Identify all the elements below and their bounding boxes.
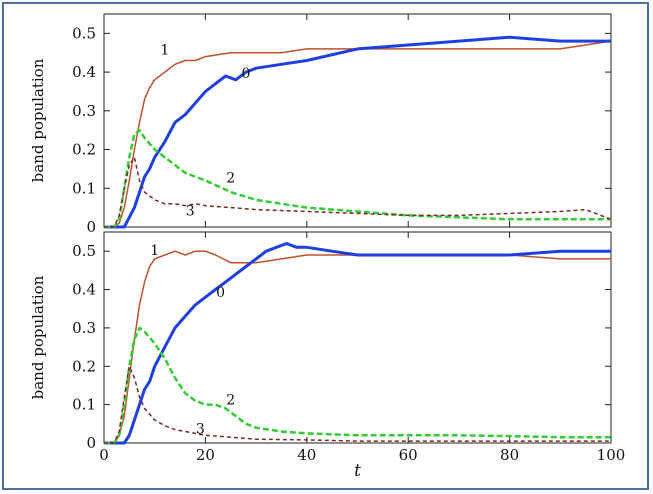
x-tick-label: 40 — [297, 446, 316, 464]
figure-frame — [2, 2, 649, 490]
y-tick-label: 0.1 — [72, 179, 96, 197]
plot-area — [103, 231, 612, 444]
curve-label-3: 3 — [196, 421, 205, 437]
series-line-1 — [104, 40, 612, 228]
y-tick-label: 0.5 — [72, 242, 96, 260]
y-tick-label: 0.4 — [72, 63, 96, 81]
curve-label-3: 3 — [186, 203, 195, 219]
y-tick-label: 0.5 — [72, 24, 96, 42]
curve-label-2: 2 — [226, 393, 235, 409]
curve-label-0: 0 — [241, 66, 250, 82]
curve-label-0: 0 — [216, 285, 225, 301]
y-tick-label: 0.1 — [72, 396, 96, 414]
x-tick-label: 80 — [500, 446, 519, 464]
series-line-2 — [104, 128, 611, 229]
y-axis-label: band population — [29, 58, 47, 182]
series-line-0 — [104, 35, 611, 229]
y-axis-label: band population — [29, 275, 47, 399]
y-tick-label: 0 — [86, 218, 96, 236]
x-tick-label: 100 — [597, 446, 626, 464]
series-line-0 — [104, 242, 611, 445]
series-line-2 — [104, 326, 611, 445]
curve-label-1: 1 — [150, 243, 159, 259]
y-tick-label: 0.3 — [72, 102, 96, 120]
x-tick-label: 60 — [399, 446, 418, 464]
x-tick-label: 0 — [99, 446, 109, 464]
plot-area — [103, 13, 612, 228]
y-tick-label: 0.3 — [72, 319, 96, 337]
x-tick-label: 20 — [196, 446, 215, 464]
y-tick-label: 0.2 — [72, 357, 96, 375]
series-line-1 — [104, 250, 611, 444]
curve-label-2: 2 — [226, 170, 235, 186]
x-axis-label: t — [354, 461, 361, 481]
series-line-3 — [104, 365, 611, 444]
y-tick-label: 0.4 — [72, 281, 96, 299]
chart-panel-top: 0 0.1 0.2 0.3 0.4 0.5 band population 1 0 2 3 — [29, 13, 612, 236]
y-tick-label: 0.2 — [72, 141, 96, 159]
curve-label-1: 1 — [160, 43, 169, 59]
y-tick-label: 0 — [86, 434, 96, 452]
series-line-3 — [104, 156, 612, 228]
